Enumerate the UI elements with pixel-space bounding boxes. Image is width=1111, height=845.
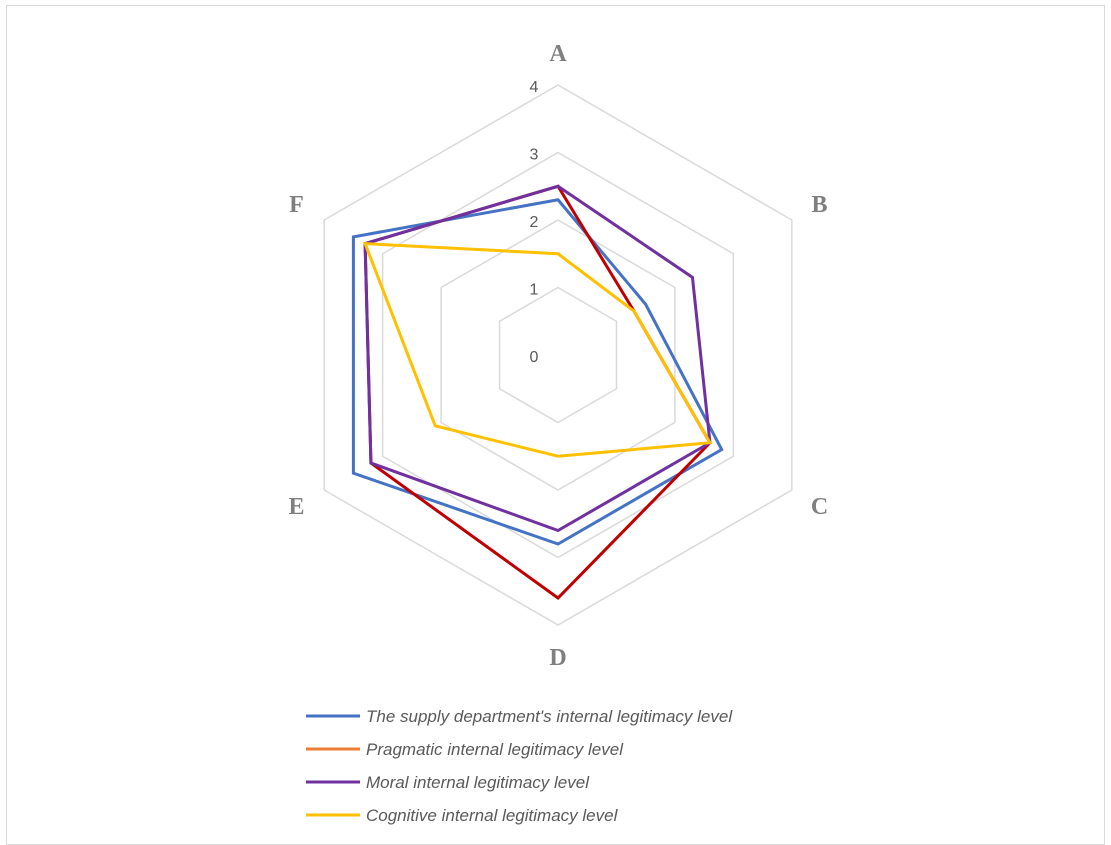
radial-tick-labels: 0 1 2 3 4 [530,79,539,366]
grid-ring-4 [323,84,793,626]
category-label: C [811,494,828,520]
grid-ring-1 [498,286,618,424]
radar-grid [323,84,793,626]
radial-tick-label: 0 [530,349,539,366]
series-line-4 [362,242,713,458]
legend-label: Moral internal legitimacy level [366,773,590,792]
grid-ring-2 [440,219,676,491]
radial-tick-label: 4 [530,79,539,96]
series-line-1 [351,198,724,546]
category-label: F [289,192,304,218]
legend: The supply department's internal legitim… [306,707,733,825]
radial-tick-label: 2 [530,214,539,231]
chart-frame [6,5,1105,845]
grid-ring-3 [381,151,735,559]
series-lines [351,184,724,600]
category-label: E [288,494,304,520]
legend-label: Pragmatic internal legitimacy level [366,740,624,759]
category-labels: A B C D E F [288,41,828,671]
category-label: B [812,192,828,218]
legend-label: The supply department's internal legitim… [366,707,733,726]
radial-tick-label: 1 [530,282,539,299]
category-label: D [549,645,566,671]
legend-label: Cognitive internal legitimacy level [366,806,619,825]
category-label: A [549,41,567,67]
radial-tick-label: 3 [530,147,539,164]
